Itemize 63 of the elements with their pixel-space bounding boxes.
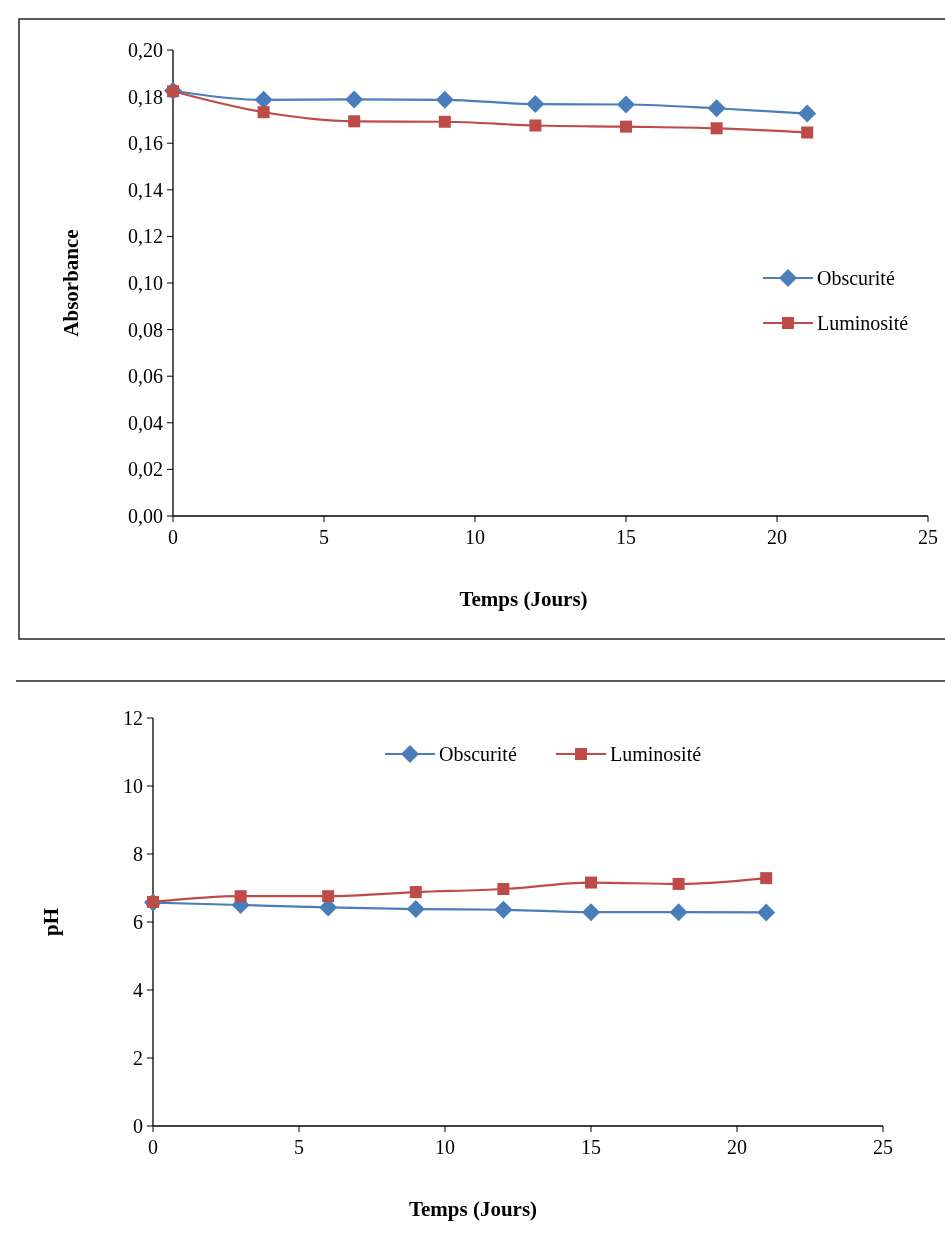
y-tick-label: 0,02 bbox=[128, 458, 163, 481]
y-axis-title: Absorbance bbox=[59, 229, 83, 337]
x-tick-label: 5 bbox=[319, 526, 329, 548]
x-tick-label: 25 bbox=[918, 526, 938, 548]
point bbox=[798, 104, 817, 123]
y-tick-label: 0,12 bbox=[128, 225, 163, 248]
point bbox=[617, 95, 635, 114]
point bbox=[620, 120, 632, 133]
y-tick-label: 4 bbox=[133, 979, 143, 1001]
y-tick-label: 2 bbox=[133, 1047, 143, 1069]
point bbox=[710, 122, 723, 135]
y-tick-label: 0,04 bbox=[128, 411, 163, 434]
point bbox=[760, 872, 773, 885]
x-axis-title: Temps (Jours) bbox=[408, 1197, 538, 1221]
x-tick-label: 25 bbox=[873, 1136, 893, 1158]
y-tick-label: 0,00 bbox=[128, 505, 163, 527]
point bbox=[497, 883, 510, 896]
x-tick-label: 0 bbox=[168, 526, 178, 548]
y-tick-label: 0,20 bbox=[128, 39, 163, 61]
legend-label: Obscurité bbox=[439, 743, 517, 765]
legend-label: Luminosité bbox=[817, 312, 909, 334]
y-tick-label: 0,06 bbox=[128, 365, 163, 388]
point bbox=[707, 99, 726, 118]
point bbox=[672, 877, 685, 890]
x-tick-label: 20 bbox=[767, 526, 787, 548]
point bbox=[435, 90, 454, 109]
point bbox=[234, 890, 247, 903]
point bbox=[757, 903, 776, 922]
point bbox=[494, 900, 513, 919]
y-tick-label: 0,10 bbox=[128, 272, 163, 294]
point bbox=[526, 95, 545, 114]
point bbox=[669, 903, 688, 922]
point bbox=[438, 115, 451, 128]
y-axis-title: pH bbox=[39, 907, 63, 937]
point bbox=[254, 90, 273, 109]
y-tick-label: 0 bbox=[133, 1115, 143, 1137]
x-tick-label: 15 bbox=[581, 1136, 601, 1158]
point bbox=[348, 115, 361, 128]
y-tick-label: 0,14 bbox=[128, 178, 163, 201]
point bbox=[801, 126, 814, 139]
point bbox=[582, 903, 600, 922]
point bbox=[529, 119, 542, 132]
y-tick-label: 6 bbox=[133, 911, 143, 933]
x-tick-label: 10 bbox=[435, 1136, 455, 1158]
y-tick-label: 0,16 bbox=[128, 132, 163, 155]
x-axis-title: Temps (Jours) bbox=[459, 587, 588, 611]
point bbox=[345, 90, 364, 109]
y-tick-label: 10 bbox=[123, 775, 143, 797]
point bbox=[322, 890, 335, 903]
point bbox=[257, 106, 270, 119]
legend-label: Obscurité bbox=[817, 267, 895, 289]
point bbox=[406, 900, 425, 919]
x-tick-label: 20 bbox=[727, 1136, 747, 1158]
y-tick-label: 0,18 bbox=[128, 85, 163, 108]
y-tick-label: 12 bbox=[123, 707, 143, 729]
x-tick-label: 5 bbox=[294, 1136, 304, 1158]
x-tick-label: 15 bbox=[616, 526, 636, 548]
y-tick-label: 0,08 bbox=[128, 318, 163, 341]
point bbox=[585, 876, 597, 889]
x-tick-label: 10 bbox=[465, 526, 485, 548]
y-tick-label: 8 bbox=[133, 843, 143, 865]
legend-label: Luminosité bbox=[610, 743, 702, 765]
point bbox=[409, 886, 422, 899]
